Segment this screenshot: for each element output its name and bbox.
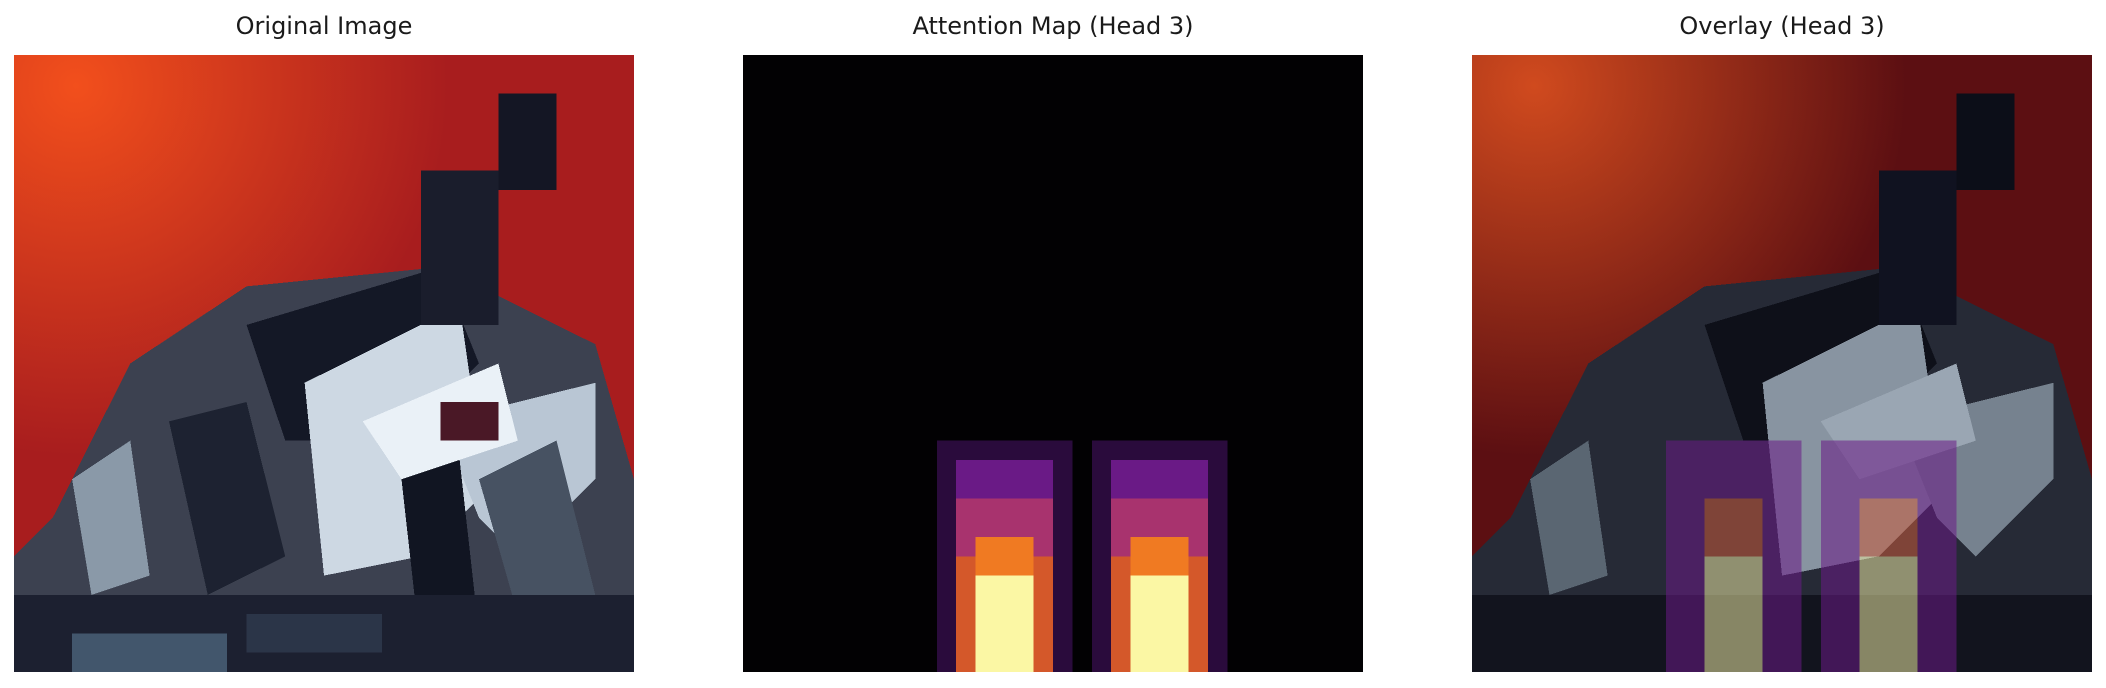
panel-title: Original Image (235, 12, 413, 40)
panel-overlay: Overlay (Head 3) (1472, 0, 2092, 688)
attention-map-image (743, 55, 1363, 672)
panel-attention-map: Attention Map (Head 3) (743, 0, 1363, 688)
panel-title: Attention Map (Head 3) (912, 12, 1194, 40)
panel-title: Overlay (Head 3) (1679, 12, 1885, 40)
panel-original: Original Image (14, 0, 634, 688)
overlay-image (1472, 55, 2092, 672)
original-image (14, 55, 634, 672)
